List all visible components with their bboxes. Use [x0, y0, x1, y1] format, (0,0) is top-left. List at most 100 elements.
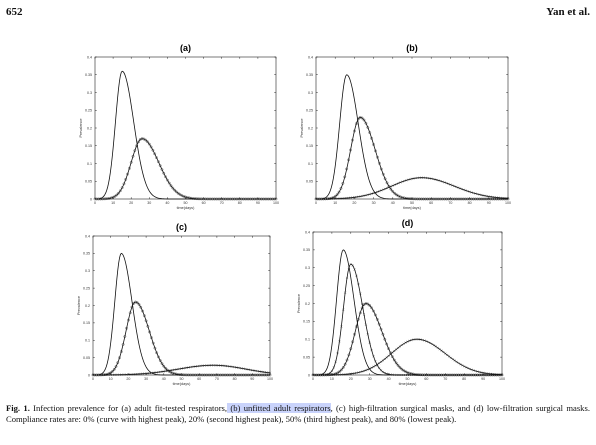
data-point: [475, 197, 479, 201]
data-point: [190, 373, 194, 377]
data-point: [265, 197, 269, 201]
data-point: [330, 369, 334, 373]
data-point: [196, 373, 199, 377]
data-point: [343, 197, 346, 200]
data-point: [452, 197, 456, 201]
data-point: [263, 197, 267, 201]
data-point: [137, 303, 141, 306]
data-point: [481, 371, 485, 374]
data-point: [263, 373, 267, 377]
data-point: [333, 195, 337, 198]
data-point: [366, 368, 369, 371]
data-point: [359, 195, 362, 198]
data-point: [324, 197, 327, 201]
data-point: [261, 373, 265, 377]
data-point: [366, 333, 369, 336]
y-tick-label: 0.25: [303, 284, 310, 288]
data-point: [266, 373, 270, 377]
data-point: [243, 373, 247, 377]
data-point: [417, 373, 421, 377]
data-point: [360, 194, 364, 198]
data-point: [385, 181, 389, 185]
data-point: [402, 196, 406, 200]
data-point: [431, 177, 435, 181]
data-point: [146, 325, 150, 328]
data-point: [345, 196, 348, 200]
data-point: [451, 184, 454, 187]
data-point: [403, 179, 406, 183]
data-point: [126, 172, 129, 176]
data-point: [394, 361, 398, 365]
data-point: [222, 364, 226, 367]
data-point: [144, 319, 148, 323]
data-point: [385, 372, 388, 375]
data-point: [223, 197, 227, 201]
data-point: [485, 373, 489, 377]
data-point: [111, 373, 114, 376]
data-point: [476, 192, 479, 196]
series-3: [314, 176, 510, 201]
data-point: [406, 197, 410, 200]
data-point: [210, 373, 213, 377]
panel-title: (c): [176, 222, 187, 232]
series-line: [312, 249, 502, 376]
data-point: [214, 197, 218, 201]
data-point: [392, 358, 396, 362]
data-point: [421, 373, 424, 377]
data-point: [227, 373, 231, 377]
data-point: [406, 371, 409, 374]
data-point: [315, 373, 318, 377]
data-point: [120, 373, 123, 376]
data-point: [438, 373, 441, 377]
data-point: [355, 195, 358, 199]
data-point: [408, 371, 411, 375]
data-point: [470, 368, 473, 371]
data-point: [218, 197, 222, 201]
data-point: [357, 317, 360, 321]
series-1: [315, 74, 508, 200]
data-point: [326, 373, 330, 377]
data-point: [410, 177, 414, 180]
series-2: [93, 137, 278, 201]
data-point: [433, 178, 437, 181]
data-point: [461, 364, 464, 367]
data-point: [339, 187, 343, 190]
data-point: [431, 197, 435, 201]
data-point: [134, 373, 137, 376]
data-point: [382, 188, 385, 191]
data-point: [175, 190, 178, 194]
data-point: [374, 149, 377, 153]
data-point: [483, 371, 487, 375]
x-tick-label: 60: [202, 201, 206, 205]
series-line: [94, 70, 276, 200]
data-point: [106, 373, 109, 377]
data-point: [345, 373, 349, 376]
series-1: [94, 70, 276, 200]
data-point: [238, 197, 242, 201]
data-point: [191, 197, 195, 200]
data-point: [443, 373, 447, 377]
data-point: [485, 372, 489, 375]
data-point: [316, 197, 320, 201]
data-point: [153, 346, 157, 350]
data-point: [219, 364, 222, 367]
caption-highlight[interactable]: (b) unfitted adult respirators: [227, 403, 331, 413]
data-point: [184, 195, 187, 199]
data-point: [404, 196, 408, 200]
data-point: [229, 373, 233, 377]
x-tick-label: 100: [267, 377, 273, 381]
data-point: [222, 373, 226, 377]
data-point: [389, 185, 393, 188]
x-axis-label: time(days): [403, 206, 421, 210]
data-point: [483, 373, 487, 377]
data-point: [432, 373, 436, 377]
x-tick-label: 40: [162, 377, 166, 381]
data-point: [351, 340, 355, 344]
data-point: [379, 167, 383, 171]
x-tick-label: 20: [129, 201, 133, 205]
data-point: [398, 366, 402, 369]
y-tick-label: 0.3: [87, 91, 92, 95]
data-point: [446, 353, 449, 357]
data-point: [349, 347, 353, 351]
data-point: [450, 197, 454, 201]
